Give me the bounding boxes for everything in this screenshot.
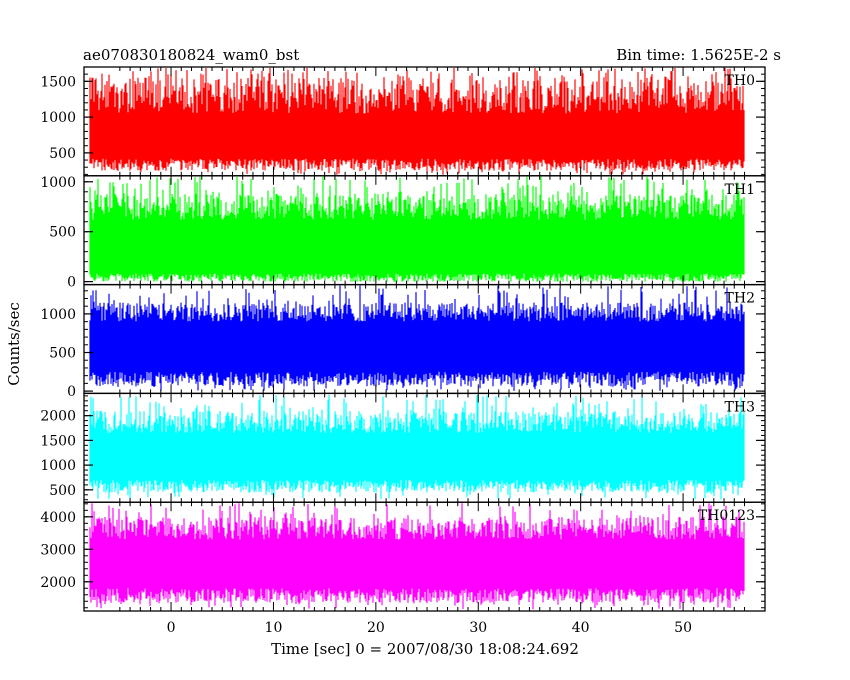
x-tick-label: 30 — [469, 620, 487, 636]
panel-th2: 0 500 1000 TH2 — [40, 283, 766, 400]
x-tick-label: 40 — [572, 620, 590, 636]
y-tick-label: 0 — [67, 275, 76, 291]
y-tick-label: 1000 — [40, 175, 76, 191]
series-line-th0123 — [89, 503, 745, 610]
x-tick-label: 50 — [674, 620, 692, 636]
y-tick-label: 3000 — [40, 542, 76, 558]
series-line-th2 — [89, 285, 745, 391]
x-tick-label: 20 — [367, 620, 385, 636]
x-axis: 0 10 20 30 40 50 — [167, 620, 692, 636]
y-tick-label: 500 — [49, 483, 76, 499]
y-tick-label: 1500 — [40, 74, 76, 90]
header-title: ae070830180824_wam0_bst — [83, 46, 299, 64]
x-axis-label: Time [sec] 0 = 2007/08/30 18:08:24.692 — [271, 640, 579, 658]
panel-name-label: TH0 — [725, 73, 755, 89]
panel-th3: 500 1000 1500 2000 TH3 — [40, 392, 766, 503]
panel-name-label: TH3 — [725, 399, 755, 415]
y-tick-label: 4000 — [40, 510, 76, 526]
panel-th1: 0 500 1000 TH1 — [40, 175, 766, 291]
y-tick-label: 1500 — [40, 433, 76, 449]
y-axis-label: Counts/sec — [5, 302, 23, 386]
series-line-th0 — [89, 68, 745, 175]
y-tick-label: 1000 — [40, 307, 76, 323]
y-tick-label: 0 — [67, 384, 76, 400]
series-line-th1 — [89, 176, 745, 282]
y-tick-label: 500 — [49, 346, 76, 362]
panel-name-label: TH1 — [725, 182, 755, 198]
panel-frame — [83, 501, 766, 612]
panels-group: 500 1000 1500 TH0 0 500 1000 TH1 0 500 1000 TH2 500 1… — [40, 66, 766, 612]
header-bin-time: Bin time: 1.5625E-2 s — [616, 46, 781, 64]
x-tick-label: 10 — [265, 620, 283, 636]
x-tick-label: 0 — [167, 620, 176, 636]
y-tick-label: 2000 — [40, 409, 76, 425]
y-tick-label: 1000 — [40, 110, 76, 126]
y-tick-label: 2000 — [40, 575, 76, 591]
panel-name-label: TH2 — [725, 291, 755, 307]
panel-th0123: 2000 3000 4000 TH0123 — [40, 501, 766, 612]
series-line-th3 — [89, 394, 745, 500]
panel-name-label: TH0123 — [698, 508, 755, 524]
y-tick-label: 500 — [49, 225, 76, 241]
panel-th0: 500 1000 1500 TH0 — [40, 66, 766, 177]
y-tick-label: 1000 — [40, 458, 76, 474]
y-tick-label: 500 — [49, 146, 76, 162]
